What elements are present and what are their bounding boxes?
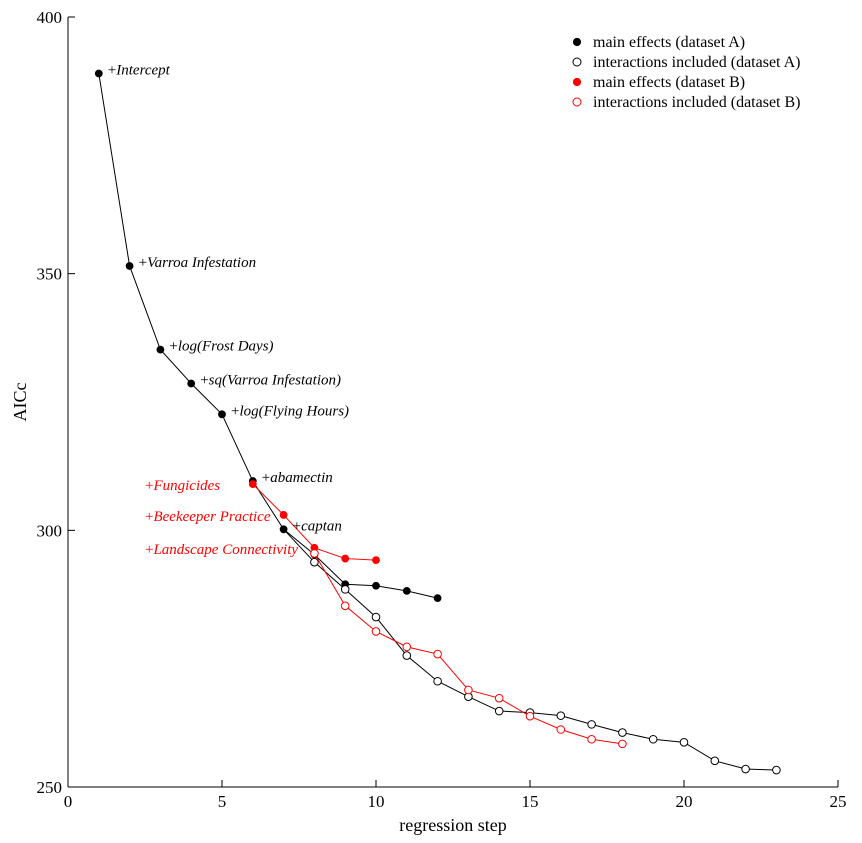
data-point — [340, 585, 350, 594]
data-point — [494, 706, 504, 716]
x-tick-label: 25 — [830, 792, 847, 811]
data-point — [279, 525, 288, 534]
series-3 — [248, 480, 380, 565]
data-point — [218, 410, 226, 419]
data-point — [372, 581, 380, 590]
legend-item: main effects (dataset A) — [572, 34, 745, 51]
data-point — [433, 676, 442, 686]
annotation-label: +log(Frost Days) — [169, 339, 273, 355]
annotation-label: +Beekeeper Practice — [145, 509, 271, 525]
series-4 — [310, 549, 627, 749]
y-axis-label: AICc — [10, 383, 30, 422]
data-point — [525, 711, 535, 721]
data-point — [741, 764, 750, 774]
annotation-label: +Fungicides — [145, 478, 220, 494]
series-2 — [310, 557, 781, 775]
legend-item: main effects (dataset B) — [572, 74, 745, 91]
data-point — [433, 594, 442, 602]
series-line — [98, 73, 438, 599]
legend-marker — [572, 57, 582, 67]
annotation-label: +Varroa Infestation — [139, 255, 257, 271]
data-point — [310, 557, 319, 567]
x-tick-label: 5 — [218, 792, 227, 811]
annotation-label: +captan — [293, 518, 342, 534]
y-tick-label: 300 — [37, 521, 63, 540]
annotation-label: +Landscape Connectivity — [145, 542, 298, 558]
y-tick-label: 350 — [37, 265, 63, 284]
series-line — [313, 553, 623, 745]
x-axis-label: regression step — [399, 815, 506, 835]
data-point — [341, 554, 350, 563]
data-point — [556, 725, 566, 734]
data-point — [587, 734, 596, 744]
data-point — [587, 720, 596, 729]
axes: 0 5 10 15 20 25 250 300 350 400 — [37, 8, 847, 811]
data-point — [310, 549, 319, 558]
legend: main effects (dataset A) interactions inc… — [572, 34, 800, 111]
legend-label: main effects (dataset B) — [593, 74, 745, 91]
data-point — [464, 685, 473, 695]
legend-item: interactions included (dataset A) — [572, 54, 800, 71]
data-point — [402, 651, 412, 660]
data-point — [648, 734, 658, 744]
data-point — [772, 765, 781, 775]
annotation-layer: +Intercept +Varroa Infestation +log(Frost … — [108, 62, 349, 557]
legend-label: interactions included (dataset A) — [593, 54, 800, 71]
annotation-label: +log(Flying Hours) — [231, 403, 349, 419]
legend-marker — [572, 97, 582, 107]
series-line — [314, 561, 777, 771]
data-point — [279, 511, 288, 519]
data-point — [248, 480, 257, 489]
data-point — [340, 601, 350, 611]
annotation-label: +sq(Varroa Infestation) — [200, 373, 341, 389]
series-connector-line — [283, 528, 315, 563]
x-tick-label: 15 — [522, 792, 539, 811]
legend-marker — [572, 77, 582, 87]
series-layer — [94, 69, 781, 775]
data-point — [556, 711, 566, 720]
data-point — [494, 693, 504, 703]
data-point — [402, 642, 412, 652]
data-point — [94, 69, 103, 78]
legend-label: interactions included (dataset B) — [593, 94, 800, 111]
x-tick-label: 10 — [368, 792, 385, 811]
data-point — [402, 587, 411, 595]
y-tick-label: 250 — [37, 778, 63, 797]
legend-marker — [572, 37, 582, 47]
legend-label: main effects (dataset A) — [593, 34, 745, 51]
data-point — [433, 649, 442, 659]
data-point — [372, 556, 380, 565]
legend-item: interactions included (dataset B) — [572, 94, 800, 111]
y-tick-label: 400 — [37, 8, 63, 27]
x-tick-label: 20 — [676, 792, 693, 811]
data-point — [125, 262, 134, 270]
data-point — [371, 612, 381, 622]
data-point — [187, 379, 196, 388]
data-point — [679, 738, 689, 747]
data-point — [618, 728, 627, 737]
data-point — [371, 627, 381, 636]
x-tick-label: 0 — [64, 792, 73, 811]
data-point — [618, 739, 627, 749]
data-point — [710, 756, 720, 766]
annotation-label: +Intercept — [108, 62, 171, 78]
annotation-label: +abamectin — [262, 470, 333, 486]
data-point — [156, 345, 165, 354]
